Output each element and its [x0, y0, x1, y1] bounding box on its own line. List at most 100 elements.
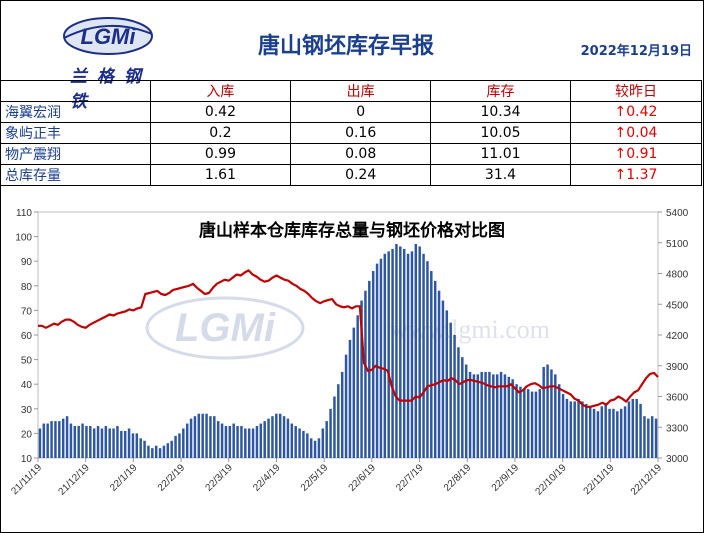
warehouse-name: 海翼宏润: [0, 101, 151, 123]
inventory-bar: [395, 243, 398, 458]
inventory-bar: [170, 440, 173, 458]
change-value: ↑0.42: [569, 101, 703, 123]
inventory-bar: [600, 406, 604, 458]
inventory-bar: [294, 426, 297, 458]
y-left-tick-label: 30: [21, 405, 33, 416]
inventory-bar: [139, 438, 142, 458]
x-tick-label: 22/1/19: [108, 462, 140, 494]
inventory-bar: [488, 371, 491, 458]
warehouse-name: 物产震翔: [0, 143, 151, 165]
inventory-bar: [484, 371, 487, 458]
inventory-bar: [511, 379, 514, 458]
inventory-bar: [182, 428, 185, 458]
inventory-bar: [178, 433, 181, 458]
x-tick-label: 22/8/19: [442, 462, 474, 494]
inventory-bar: [329, 408, 332, 458]
table-header-row: 入库 出库 库存 较昨日: [0, 80, 703, 102]
inventory-bar: [154, 445, 158, 458]
inventory-bar: [228, 426, 232, 458]
stock-value: 31.4: [430, 164, 571, 186]
inventory-bar: [604, 403, 607, 458]
inventory-bar: [216, 421, 220, 458]
y-right-tick-label: 5400: [666, 208, 689, 219]
x-tick-label: 22/2/19: [156, 462, 188, 494]
inventory-bar: [371, 271, 375, 458]
inventory-bar: [193, 416, 197, 458]
inventory-bar: [619, 408, 623, 458]
inventory-bar: [251, 428, 255, 458]
inventory-bar: [476, 374, 480, 458]
inventory-bar: [313, 440, 317, 458]
billet-price-line: [38, 269, 659, 408]
y-right-tick-label: 3900: [666, 362, 689, 373]
inventory-bar: [116, 426, 119, 458]
inventory-bar: [166, 443, 170, 458]
inventory-bar: [356, 315, 359, 458]
warehouse-name: 总库存量: [0, 164, 151, 186]
inventory-bar: [457, 347, 460, 458]
inventory-bar: [185, 423, 189, 458]
inventory-price-chart: LGMi www.lgmi.com 10 20 30 40 50 60 70 80 90 100 110…: [9, 208, 689, 498]
inventory-bar: [205, 413, 208, 458]
y-left-tick-label: 70: [21, 306, 33, 317]
inventory-bar: [255, 426, 259, 458]
change-value: ↑0.04: [569, 122, 703, 144]
inventory-bar: [54, 421, 57, 458]
inventory-bar: [108, 428, 111, 458]
inventory-bar: [38, 428, 42, 458]
inventory-bar: [643, 416, 646, 458]
column-header-change: 较昨日: [569, 80, 703, 102]
inventory-bar: [333, 396, 336, 458]
inventory-bar: [596, 411, 600, 458]
x-tick-label: 21/11/19: [9, 462, 44, 497]
inventory-bar: [418, 246, 421, 458]
chart-title: 唐山样本仓库库存总量与钢坯价格对比图: [199, 221, 505, 241]
inventory-bar: [131, 433, 135, 458]
inventory-bar: [337, 384, 340, 458]
inventory-bar: [232, 423, 235, 458]
in-value: 1.61: [149, 164, 292, 186]
y-right-tick-label: 4500: [666, 300, 689, 311]
y-right-tick-label: 5100: [666, 239, 689, 250]
inventory-bar: [220, 423, 224, 458]
inventory-bar: [391, 248, 394, 458]
inventory-bar: [650, 416, 654, 458]
column-header-out: 出库: [290, 80, 432, 102]
change-value: ↑1.37: [569, 164, 703, 186]
inventory-bar: [240, 426, 243, 458]
logo-mark-icon: LGMi: [63, 17, 153, 55]
inventory-bar: [464, 364, 468, 458]
inventory-bar: [492, 374, 495, 458]
inventory-bar: [104, 426, 108, 458]
inventory-bar: [437, 290, 441, 458]
inventory-bar: [69, 423, 73, 458]
inventory-bar: [534, 391, 538, 458]
y-right-tick-label: 3600: [666, 393, 689, 404]
y-left-tick-label: 80: [21, 282, 33, 293]
inventory-bar: [85, 426, 88, 458]
inventory-bar: [631, 398, 635, 458]
inventory-bar: [507, 376, 511, 458]
inventory-bar: [143, 440, 146, 458]
inventory-bar: [286, 418, 290, 458]
inventory-bar: [538, 389, 542, 458]
change-value: ↑0.91: [569, 143, 703, 165]
out-value: 0.24: [290, 164, 432, 186]
inventory-bar: [298, 428, 301, 458]
inventory-bar: [577, 398, 580, 458]
inventory-bar: [445, 310, 449, 458]
inventory-bar: [461, 357, 464, 458]
column-header-name: [0, 80, 151, 102]
y-left-tick-label: 10: [21, 454, 33, 465]
inventory-bar: [259, 423, 263, 458]
inventory-bar: [399, 246, 402, 458]
inventory-bar: [236, 426, 239, 458]
inventory-bar: [309, 438, 313, 458]
table-row: 象屿正丰 0.2 0.16 10.05 ↑0.04: [0, 122, 703, 144]
inventory-bar: [515, 384, 518, 458]
x-tick-label: 22/6/19: [347, 462, 379, 494]
out-value: 0: [290, 101, 432, 123]
inventory-bar: [127, 428, 131, 458]
inventory-bar: [73, 426, 77, 458]
inventory-bar: [81, 423, 84, 458]
